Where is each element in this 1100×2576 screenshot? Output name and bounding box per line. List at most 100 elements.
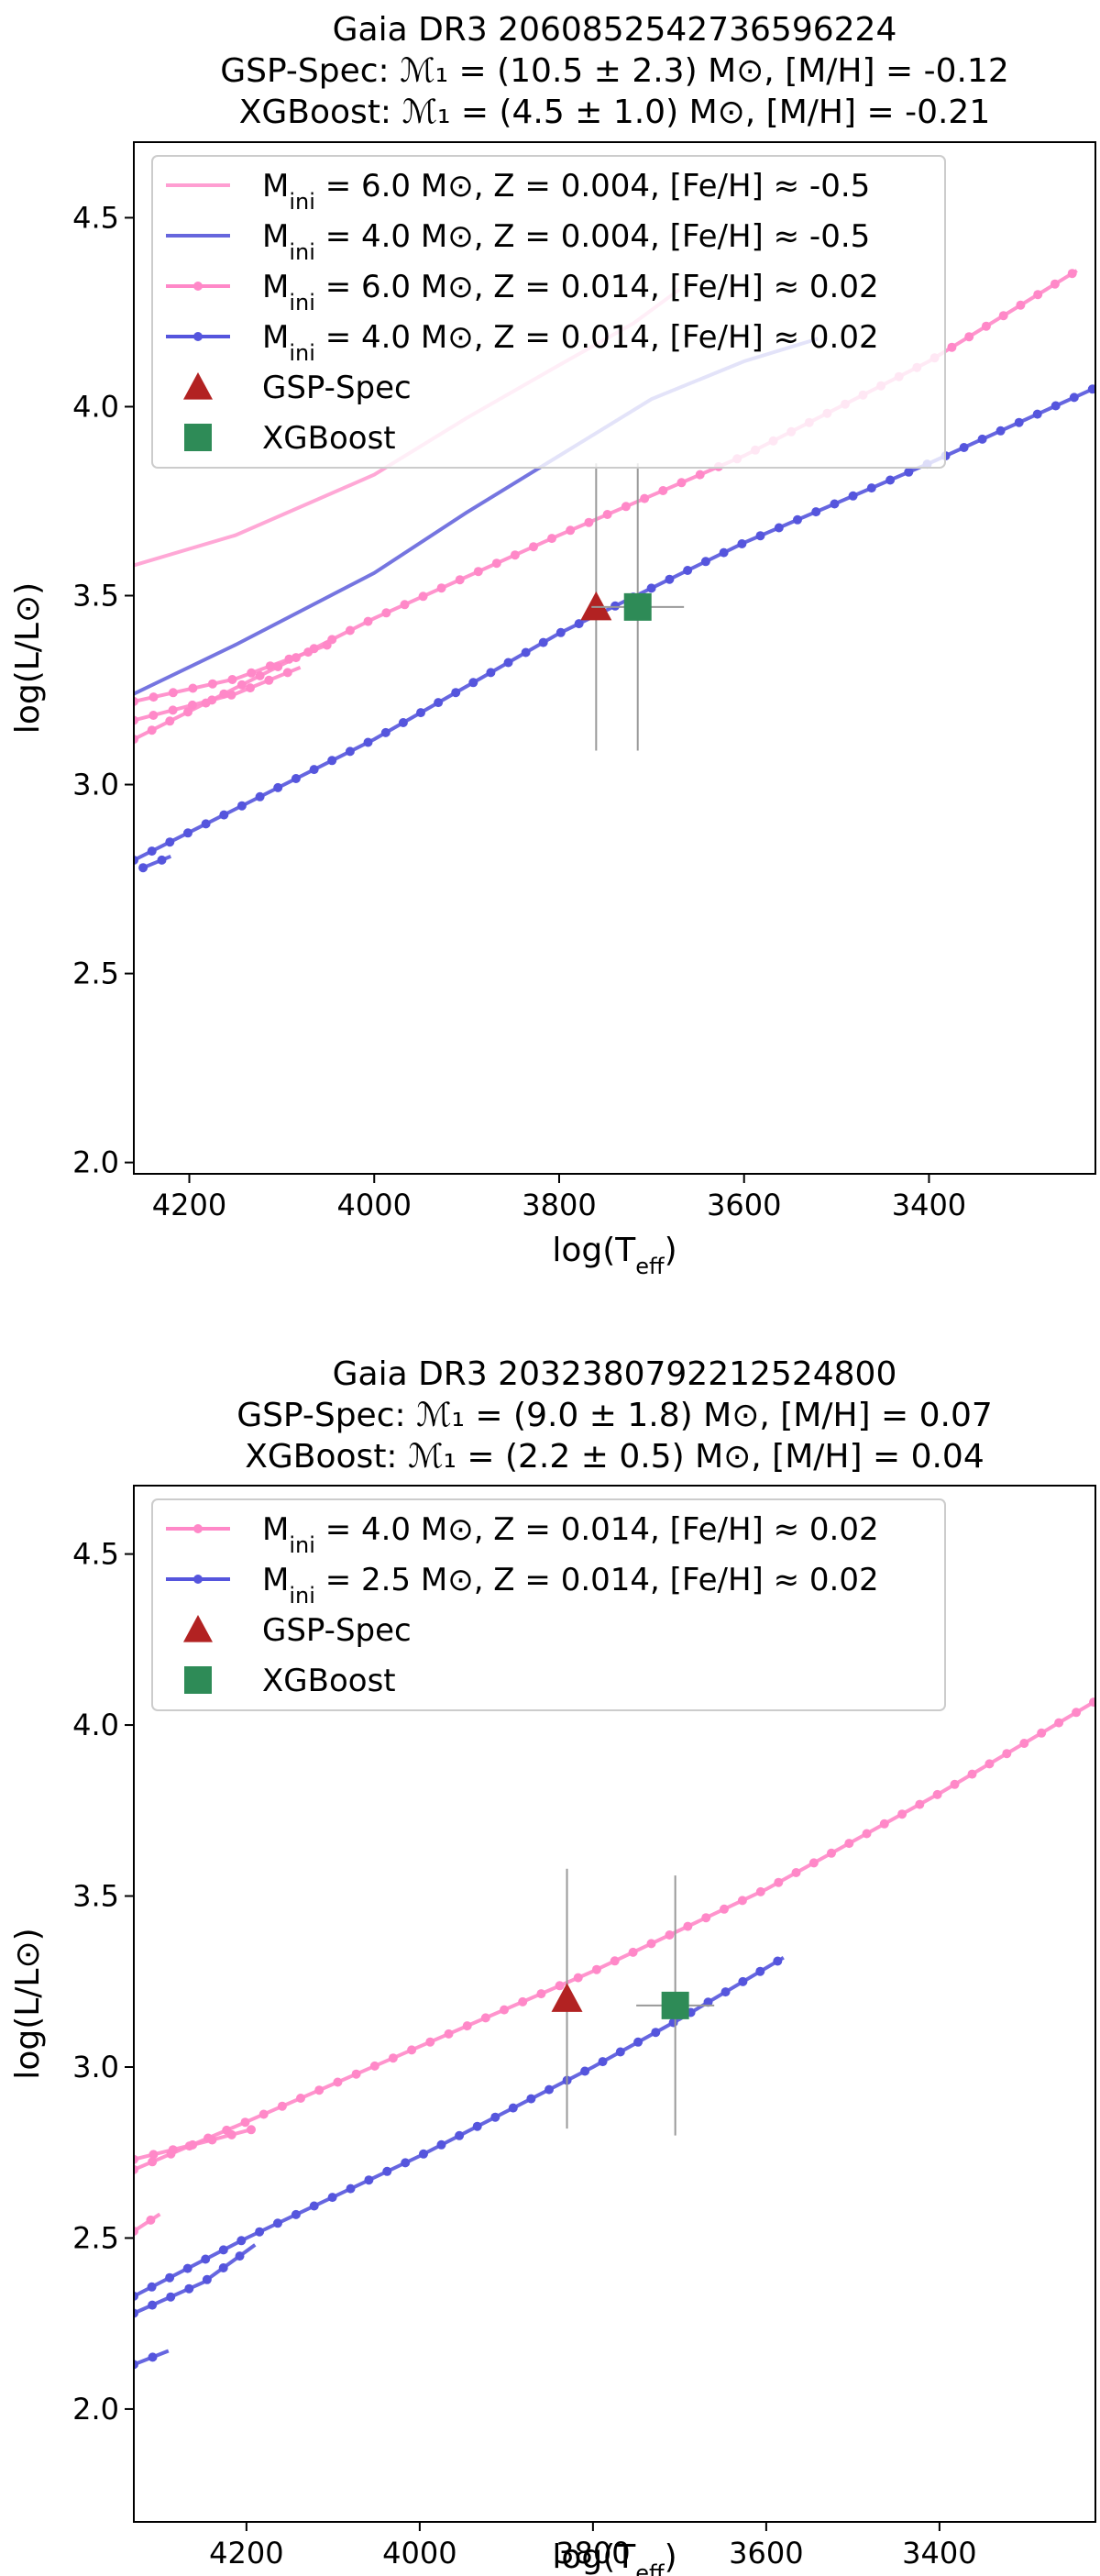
series-point xyxy=(486,668,496,678)
x-tick-label: 4000 xyxy=(337,1188,412,1222)
series-point xyxy=(134,735,138,745)
series-point xyxy=(134,2291,138,2301)
series-point xyxy=(425,2037,435,2047)
series-point xyxy=(309,2201,319,2211)
y-tick-label: 4.5 xyxy=(72,200,119,235)
legend-triangle-swatch xyxy=(183,372,213,400)
series-point xyxy=(472,2121,482,2131)
series-point xyxy=(322,640,332,650)
series-point xyxy=(701,1913,711,1923)
series-point xyxy=(134,696,138,706)
x-tick-label: 3400 xyxy=(902,2536,976,2570)
series-point xyxy=(490,2112,500,2122)
series-point xyxy=(147,725,157,735)
series-point xyxy=(1087,384,1095,394)
series-point xyxy=(981,321,991,331)
series-point xyxy=(866,483,876,493)
series-point xyxy=(566,525,576,536)
legend-label: XGBoost xyxy=(262,1663,396,1699)
series-point xyxy=(168,2145,178,2155)
series-point xyxy=(573,1973,583,1983)
x-tick-label: 4000 xyxy=(382,2536,456,2570)
series-point xyxy=(273,782,283,792)
series-point xyxy=(665,1930,675,1940)
series-point xyxy=(621,502,631,512)
series-point xyxy=(1054,1718,1064,1728)
series-point xyxy=(255,670,265,680)
series-point xyxy=(773,1956,783,1966)
xgboost-marker xyxy=(623,592,652,621)
legend-label: Mini = 4.0 M⊙, Z = 0.004, [Fe/H] ≈ -0.5 xyxy=(262,218,870,265)
chart-panel-2: Gaia DR3 2032380792212524800 GSP-Spec: ℳ₁… xyxy=(9,1355,1096,2576)
series-point xyxy=(134,2360,138,2370)
series-point xyxy=(236,801,247,811)
series-point xyxy=(610,601,621,611)
series-point xyxy=(183,828,192,838)
series-point xyxy=(184,2283,194,2294)
series-point xyxy=(1069,392,1079,403)
legend-square-swatch xyxy=(184,424,212,451)
series-point xyxy=(309,765,319,775)
series-point xyxy=(808,1858,819,1868)
series-point xyxy=(897,1809,908,1819)
series-point xyxy=(219,810,229,820)
series-point xyxy=(258,2109,269,2119)
y-tick-label: 3.0 xyxy=(72,768,119,802)
series-point xyxy=(984,1759,995,1769)
legend-label: Mini = 4.0 M⊙, Z = 0.014, [Fe/H] ≈ 0.02 xyxy=(262,319,879,366)
series-point xyxy=(282,668,292,678)
y-tick-label: 2.0 xyxy=(72,1145,119,1180)
chart-title-line: XGBoost: ℳ₁ = (2.2 ± 0.5) M⊙, [M/H] = 0.… xyxy=(245,1438,984,1476)
legend-marker-swatch xyxy=(193,1575,203,1584)
series-point xyxy=(1002,1749,1012,1759)
series-point xyxy=(188,2139,198,2150)
series-point xyxy=(148,2150,159,2160)
series-point xyxy=(218,2263,228,2272)
chart-title-line: Gaia DR3 2032380792212524800 xyxy=(333,1355,897,1393)
series-line xyxy=(134,1699,1095,2172)
series-point xyxy=(134,715,138,725)
y-tick-label: 4.0 xyxy=(72,1708,119,1742)
series-point xyxy=(720,1987,731,1997)
series-point xyxy=(529,542,538,552)
series-point xyxy=(640,493,650,503)
series-point xyxy=(218,2245,228,2255)
series-point xyxy=(398,718,408,727)
series-point xyxy=(451,688,461,698)
series-point xyxy=(602,510,612,519)
series-point xyxy=(1032,409,1042,419)
series-point xyxy=(651,2028,661,2038)
y-tick-label: 2.5 xyxy=(72,2220,119,2255)
series-point xyxy=(351,2069,361,2079)
x-tick-label: 3400 xyxy=(892,1188,966,1222)
x-axis-label: log(Teff) xyxy=(552,2538,676,2576)
legend-square-swatch xyxy=(184,1666,212,1694)
series-point xyxy=(227,675,237,684)
series-line xyxy=(134,665,302,723)
series-point xyxy=(207,695,217,705)
legend-marker-swatch xyxy=(193,1524,203,1533)
legend-label: Mini = 4.0 M⊙, Z = 0.014, [Fe/H] ≈ 0.02 xyxy=(262,1511,879,1558)
legend-label: GSP-Spec xyxy=(262,1612,412,1649)
x-tick-label: 3600 xyxy=(729,2536,803,2570)
axes-frame xyxy=(133,141,1096,1175)
series-point xyxy=(407,2045,417,2055)
plot-area xyxy=(134,269,1095,873)
x-tick-label: 4200 xyxy=(209,2536,283,2570)
series-point xyxy=(915,1799,925,1809)
series-point xyxy=(695,470,705,480)
series-point xyxy=(147,2282,157,2292)
series-point xyxy=(646,583,656,593)
series-point xyxy=(240,2117,250,2128)
series-point xyxy=(187,700,197,710)
series-point xyxy=(1037,1728,1047,1738)
series-point xyxy=(345,625,355,636)
series-point xyxy=(503,658,513,668)
series-point xyxy=(844,1839,854,1849)
series-point xyxy=(774,1877,784,1887)
series-point xyxy=(235,2251,245,2261)
series-point xyxy=(964,332,974,342)
legend-triangle-swatch xyxy=(183,1615,213,1642)
